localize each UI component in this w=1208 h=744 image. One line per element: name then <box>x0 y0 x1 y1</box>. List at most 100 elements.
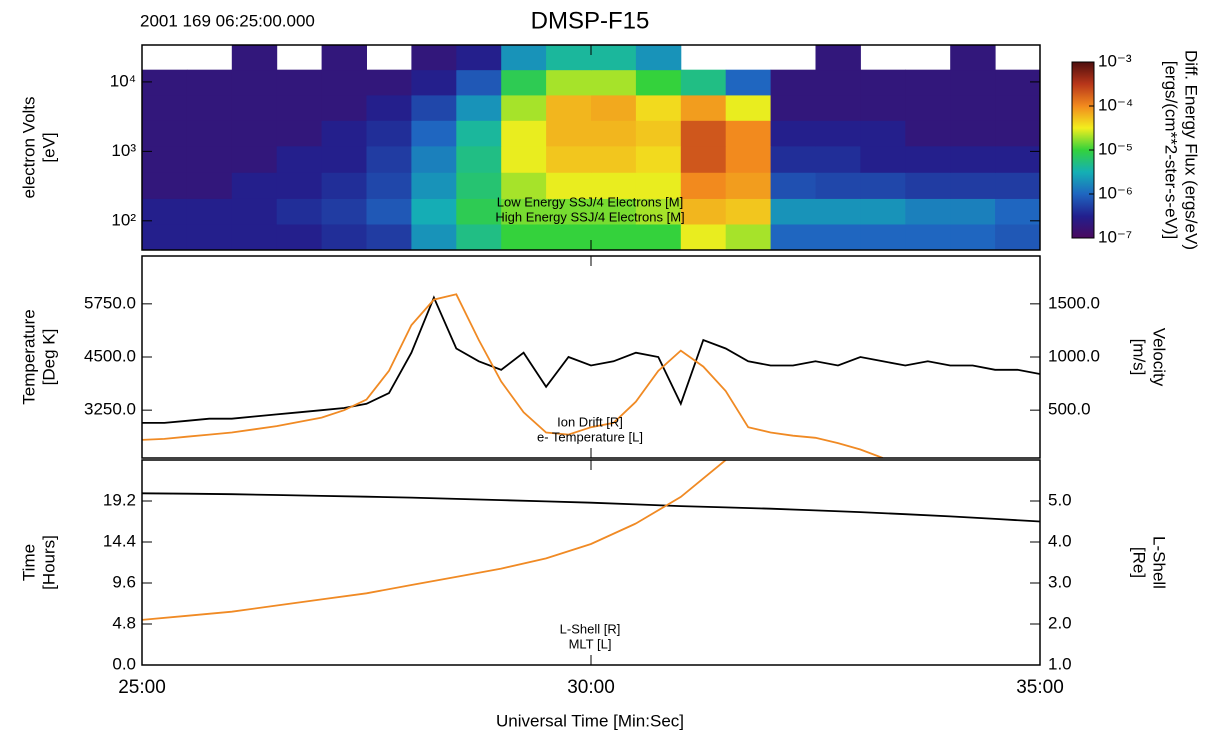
heatmap-cell <box>142 198 188 225</box>
legend-entry: L-Shell [R] <box>560 621 621 636</box>
heatmap-cell <box>950 145 996 173</box>
y2-tick-label: 5.0 <box>1048 490 1072 509</box>
heatmap-cell <box>860 69 906 96</box>
colorbar-tick-label: 10⁻³ <box>1098 51 1132 70</box>
heatmap-cell <box>186 120 233 147</box>
heatmap-cell <box>905 94 951 121</box>
heatmap-cell <box>321 145 367 173</box>
heatmap-cell <box>276 69 323 96</box>
heatmap-cell <box>635 120 682 147</box>
y-tick-label: 5750.0 <box>84 293 136 312</box>
heatmap-cell <box>546 223 592 250</box>
heatmap-cell <box>860 120 906 147</box>
heatmap-cell <box>411 94 457 121</box>
heatmap-cell <box>321 94 367 121</box>
x-tick-label: 25:00 <box>118 677 166 698</box>
heatmap-cell <box>860 145 906 173</box>
y2-axis-label: [ergs/(cm**2-ster-s-eV)] <box>1162 61 1181 240</box>
heatmap-cell <box>635 198 682 225</box>
heatmap-cell <box>546 198 592 225</box>
heatmap-cell <box>456 198 502 225</box>
legend-entry: Ion Drift [R] <box>557 414 623 429</box>
heatmap-cell <box>950 223 996 250</box>
heatmap-cell <box>905 120 951 147</box>
heatmap-cell <box>680 223 727 250</box>
heatmap-cell <box>366 145 412 173</box>
x-tick-label: 30:00 <box>567 677 615 698</box>
heatmap-cell <box>546 45 592 71</box>
heatmap-cell <box>142 145 188 173</box>
heatmap-cell <box>770 223 816 250</box>
y2-tick-label: 2.0 <box>1048 613 1072 632</box>
heatmap-cell <box>860 198 906 225</box>
heatmap-cell <box>411 69 457 96</box>
heatmap-cell <box>366 223 412 250</box>
colorbar-tick-label: 10⁻⁷ <box>1098 227 1132 246</box>
heatmap-cell <box>186 198 233 225</box>
heatmap-cell <box>546 94 592 121</box>
heatmap-cell <box>456 120 502 147</box>
legend-entry: e- Temperature [L] <box>537 429 643 444</box>
heatmap-cell <box>231 223 278 250</box>
heatmap-cell <box>501 172 547 199</box>
heatmap-cell <box>276 198 323 225</box>
heatmap-cell <box>815 198 861 225</box>
heatmap-cell <box>725 94 772 121</box>
heatmap-cell <box>276 145 323 173</box>
heatmap-cell <box>231 172 278 199</box>
heatmap-cell <box>276 94 323 121</box>
y2-axis-label: [m/s] <box>1130 339 1149 376</box>
heatmap-cell <box>905 172 951 199</box>
y-axis-label: [eV] <box>39 132 58 162</box>
heatmap-cell <box>142 172 188 199</box>
heatmap-cell <box>995 172 1040 199</box>
y-tick-label: 14.4 <box>103 531 136 550</box>
heatmap-cell <box>591 120 637 147</box>
heatmap-cell <box>186 145 233 173</box>
heatmap-cell <box>366 120 412 147</box>
heatmap-cell <box>321 172 367 199</box>
heatmap-cell <box>501 223 547 250</box>
heatmap-cell <box>142 223 188 250</box>
heatmap-cell <box>635 45 682 71</box>
heatmap-cell <box>366 172 412 199</box>
y-axis-label: Temperature <box>19 309 38 404</box>
y-tick-label: 0.0 <box>112 654 136 673</box>
x-axis-label: Universal Time [Min:Sec] <box>496 711 684 730</box>
heatmap-cell <box>905 223 951 250</box>
series-line <box>142 293 884 458</box>
heatmap-cell <box>770 120 816 147</box>
heatmap-cell <box>770 69 816 96</box>
heatmap-cell <box>231 94 278 121</box>
heatmap-cell <box>186 94 233 121</box>
heatmap-cell <box>725 69 772 96</box>
heatmap-cell <box>231 145 278 173</box>
heatmap-cell <box>186 223 233 250</box>
heatmap-cell <box>456 223 502 250</box>
heatmap-cell <box>815 145 861 173</box>
heatmap-cell <box>456 45 502 71</box>
heatmap-cell <box>725 198 772 225</box>
heatmap-cell <box>680 145 727 173</box>
heatmap-cell <box>591 45 637 71</box>
y2-axis-label: Velocity <box>1150 328 1169 387</box>
heatmap-cell <box>501 198 547 225</box>
heatmap-cell <box>186 69 233 96</box>
heatmap-cell <box>231 120 278 147</box>
colorbar-tick-label: 10⁻⁴ <box>1098 95 1133 114</box>
heatmap-cell <box>905 198 951 225</box>
heatmap-cell <box>231 69 278 96</box>
heatmap-cell <box>411 172 457 199</box>
heatmap-cell <box>770 145 816 173</box>
heatmap-cell <box>995 94 1040 121</box>
heatmap-cell <box>366 94 412 121</box>
heatmap-cell <box>591 198 637 225</box>
heatmap-cell <box>411 45 457 71</box>
heatmap-cell <box>860 223 906 250</box>
heatmap-cell <box>680 120 727 147</box>
heatmap-cell <box>591 172 637 199</box>
heatmap-cell <box>546 69 592 96</box>
heatmap-cell <box>142 94 188 121</box>
series-line <box>142 295 1040 424</box>
